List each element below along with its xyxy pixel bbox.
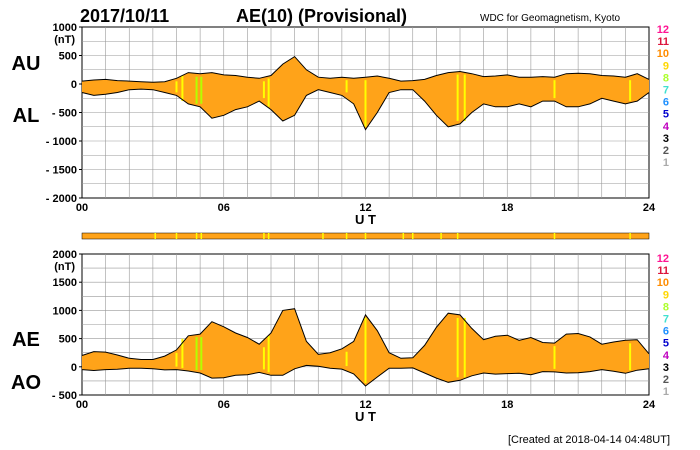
series-label-ae: AE [12,329,40,351]
created-timestamp: [Created at 2018-04-14 04:48UT] [508,434,670,446]
level-legend-item: 12 [657,253,669,265]
series-label-au: AU [12,53,41,75]
level-legend-item: 1 [663,386,669,398]
level-legend-item: 10 [657,48,669,60]
level-legend-item: 3 [663,362,669,374]
y-tick-label: - 1000 [46,136,77,148]
status-bar [81,232,650,240]
series-label-al: AL [13,105,40,127]
x-tick-label: 18 [501,399,513,411]
series-label-ao: AO [11,372,41,394]
y-tick-label: - 500 [52,390,77,402]
level-legend-item: 9 [663,289,669,301]
y-tick-label: 0 [71,362,77,374]
level-legend-item: 6 [663,326,669,338]
x-tick-label: 24 [643,202,656,214]
series-line-au [81,55,650,83]
level-legend-item: 11 [657,265,669,277]
level-legend-item: 4 [663,350,670,362]
x-tick-label: 24 [643,399,656,411]
ae-ao-panel: 2000 1500 1000 500 0 - 500 (nT) 00 06 12 18 24 U T AE… [11,249,656,424]
level-legend-item: 7 [663,85,669,97]
y-tick-label: 0 [71,79,77,91]
y-unit-label: (nT) [54,261,75,273]
level-legend-item: 8 [663,301,669,313]
series-line-al [81,88,650,131]
au-al-panel: 1000 500 0 - 500 - 1000 - 1500 - 2000 (nT) 00 06 1… [12,22,656,227]
level-legend-item: 2 [663,374,669,386]
level-legend-item: 12 [657,24,669,36]
status-bar-marks [154,233,631,239]
level-legend-item: 6 [663,97,669,109]
x-tick-label: 18 [501,202,513,214]
y-tick-label: 500 [59,334,77,346]
x-tick-label: 00 [76,399,88,411]
y-tick-label: 1500 [53,277,77,289]
x-tick-label: 06 [218,399,230,411]
level-legend-item: 7 [663,314,669,326]
y-tick-label: 1000 [53,22,77,34]
x-tick-label: 12 [359,399,371,411]
level-legend-item: 1 [663,157,669,169]
level-legend-item: 4 [663,121,670,133]
y-tick-label: - 500 [52,108,77,120]
series-line-ao [81,364,650,387]
level-legend-item: 8 [663,72,669,84]
x-tick-label: 00 [76,202,88,214]
level-legend-item: 5 [663,109,669,121]
level-legend-item: 9 [663,60,669,72]
y-tick-label: - 2000 [46,193,77,205]
y-tick-label: 1000 [53,305,77,317]
series-line-ae [81,308,650,360]
x-axis-label: U T [355,409,376,424]
level-legend-item: 3 [663,133,669,145]
level-legend-item: 5 [663,338,669,350]
level-legend-item: 11 [657,36,669,48]
x-tick-label: 12 [359,202,371,214]
y-unit-label: (nT) [54,34,75,46]
level-legend-item: 10 [657,277,669,289]
level-legend-item: 2 [663,145,669,157]
x-axis-label: U T [355,212,376,227]
chart-title: AE(10) (Provisional) [236,6,407,26]
y-tick-label: - 1500 [46,165,77,177]
source-label: WDC for Geomagnetism, Kyoto [480,13,620,24]
x-tick-label: 06 [218,202,230,214]
y-tick-label: 500 [59,51,77,63]
y-tick-label: 2000 [53,249,77,261]
chart-date: 2017/10/11 [80,6,169,26]
